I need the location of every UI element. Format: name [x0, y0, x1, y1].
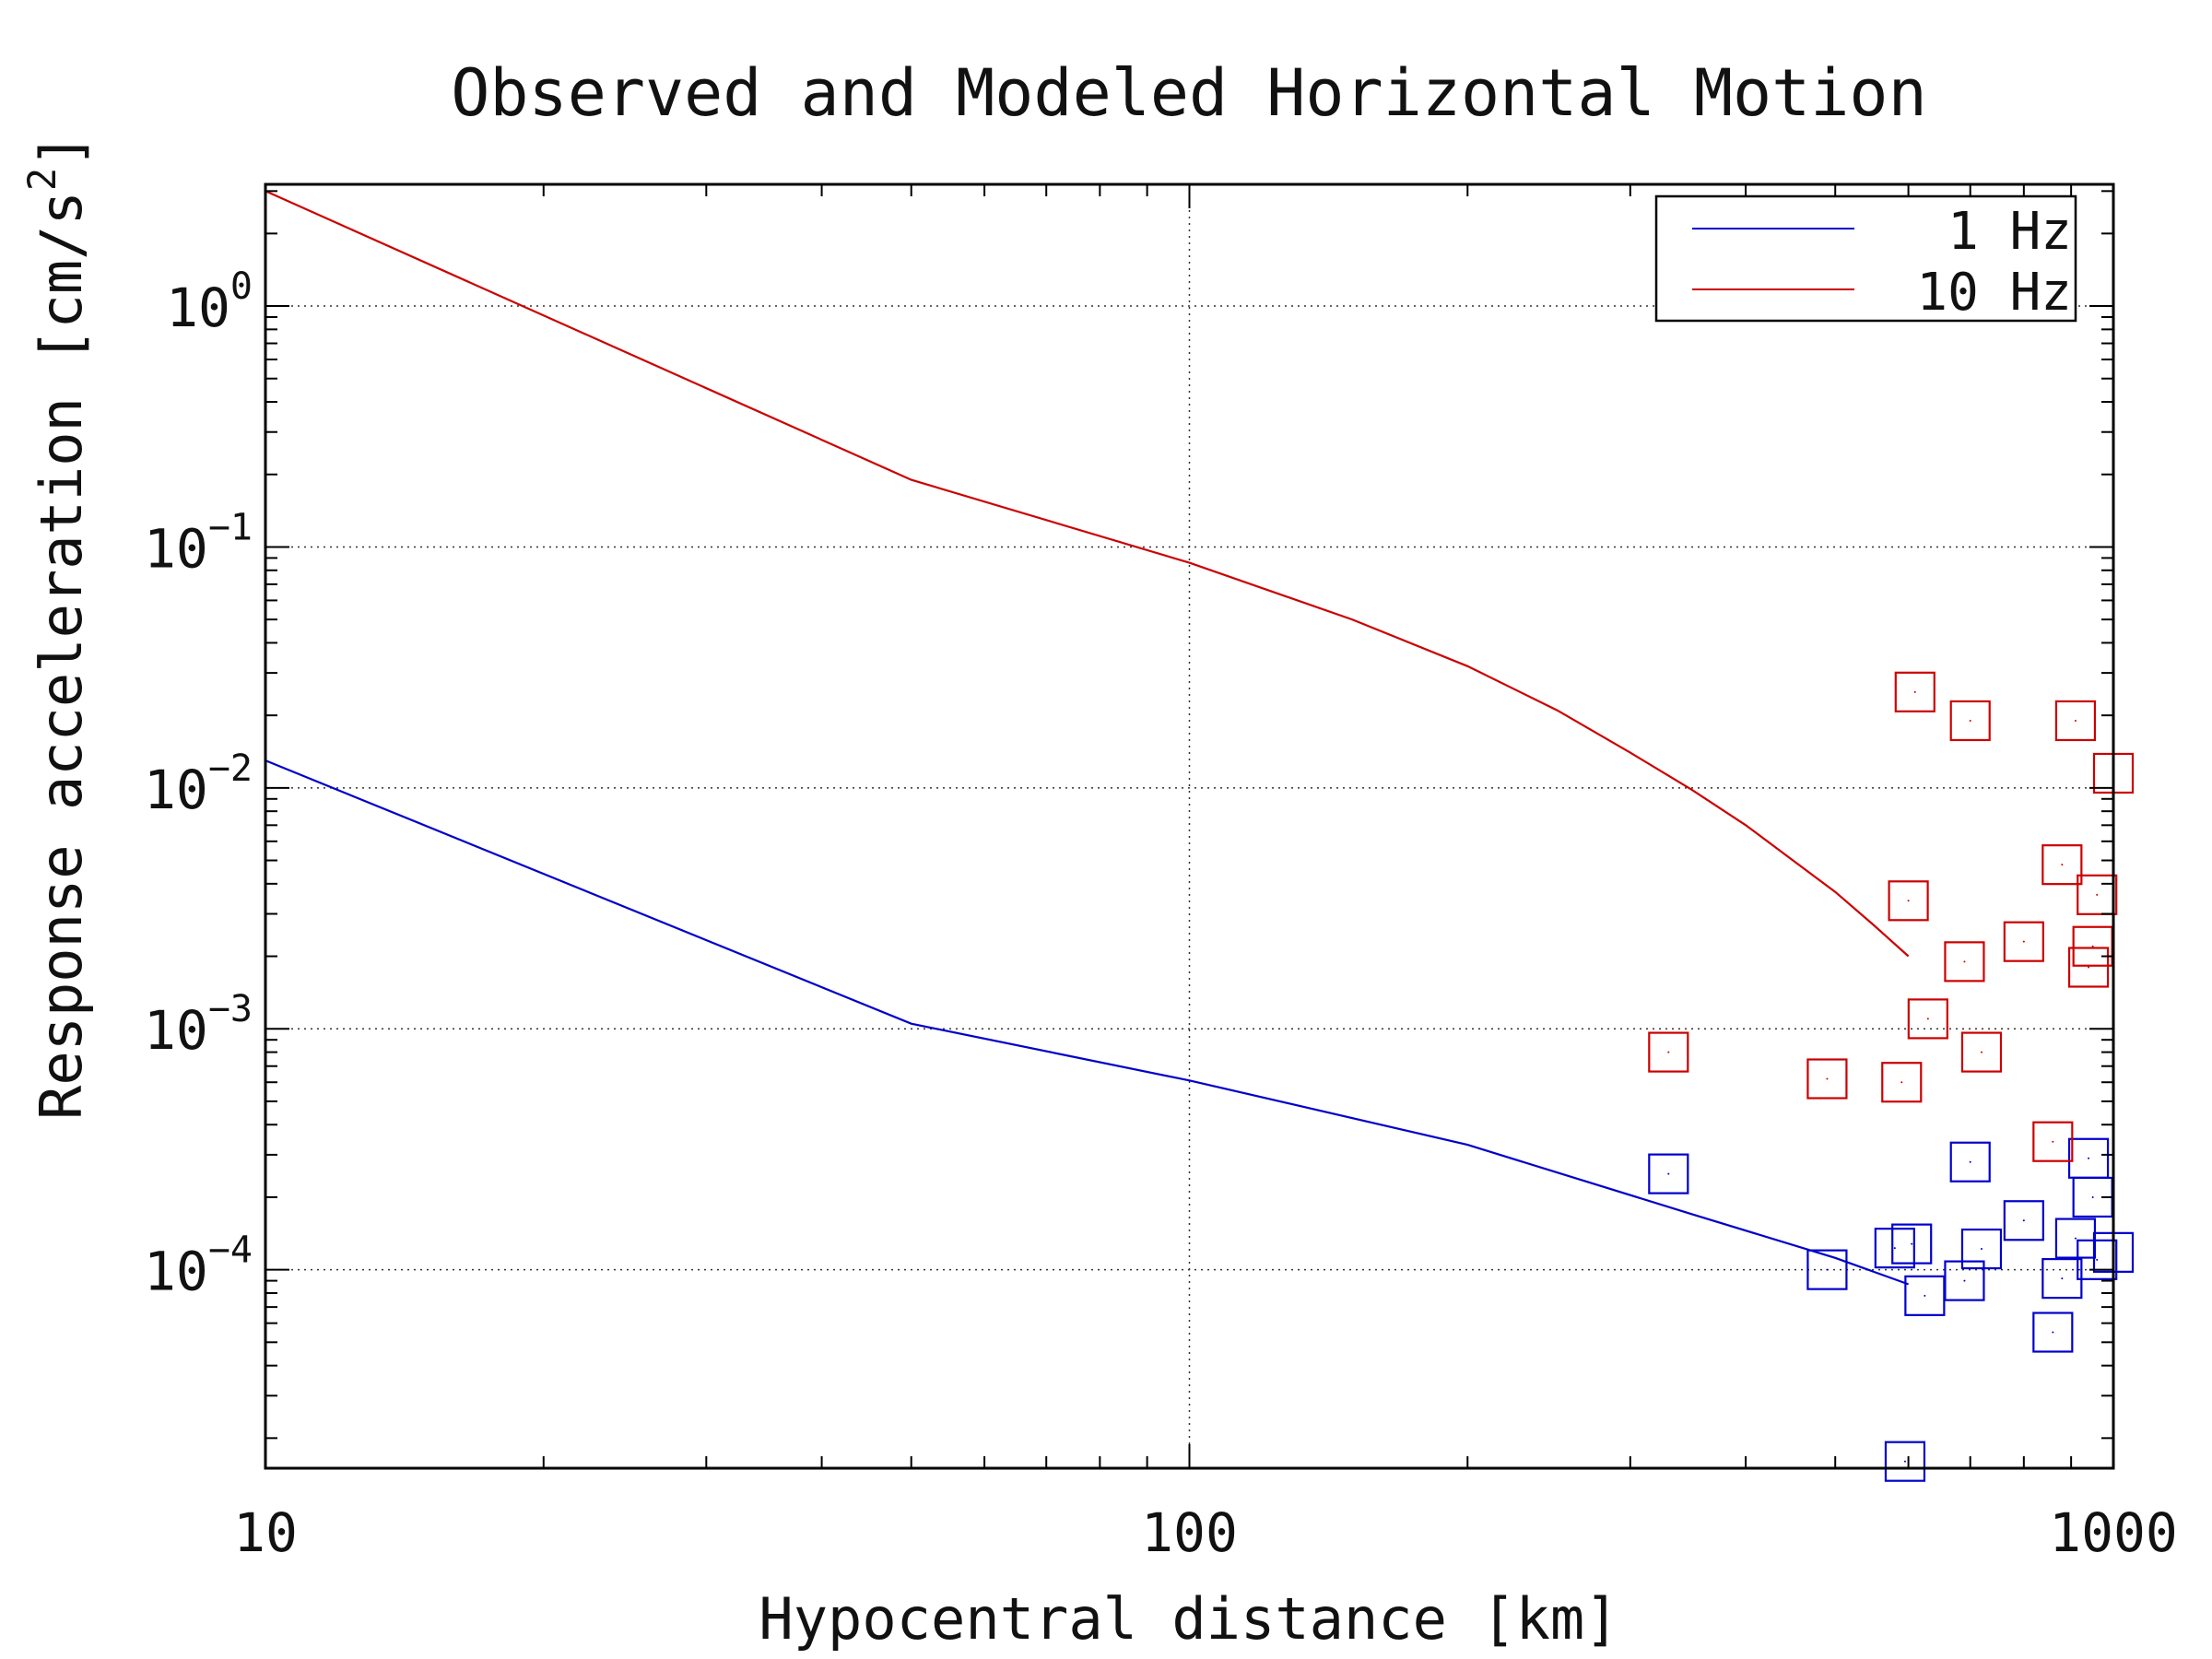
observed-center-dot — [1963, 960, 1966, 963]
observed-center-dot — [1907, 900, 1910, 902]
observed-center-dot — [1980, 1248, 1983, 1251]
observed-marker-10hz — [1960, 1031, 2003, 1073]
observed-marker-1hz — [2077, 1239, 2118, 1280]
observed-marker-1hz — [1648, 1153, 1689, 1194]
observed-center-dot — [1969, 719, 1971, 722]
y-axis-label-tail: ] — [28, 134, 95, 168]
legend-box — [1654, 194, 2077, 323]
observed-center-dot — [2074, 719, 2077, 722]
x-tick-label: 10 — [233, 1501, 298, 1564]
observed-marker-1hz — [1960, 1228, 2003, 1270]
legend: 1 Hz 10 Hz — [1654, 194, 2077, 323]
observed-marker-10hz — [2041, 844, 2083, 886]
observed-marker-1hz — [1874, 1228, 1915, 1269]
legend-label-1hz: 1 Hz — [1947, 202, 2072, 262]
y-axis-label-sup: 2 — [19, 168, 65, 191]
observed-marker-10hz — [1949, 700, 1991, 742]
observed-center-dot — [2022, 1219, 2025, 1222]
observed-center-dot — [1903, 1460, 1906, 1463]
grid-lines — [265, 184, 2113, 1468]
y-tick-label: 10−2 — [144, 747, 253, 821]
observed-center-dot — [2061, 864, 2064, 866]
chart-title: Observed and Modeled Horizontal Motion — [451, 55, 1926, 131]
y-tick-base: 10 — [166, 276, 230, 339]
observed-center-dot — [2091, 945, 2094, 947]
model-line-1hz — [265, 759, 1909, 1286]
observed-marker-10hz — [1907, 998, 1948, 1040]
observed-marker-10hz — [2067, 947, 2110, 988]
observed-marker-1hz — [2032, 1312, 2074, 1353]
observed-center-dot — [2061, 1277, 2064, 1280]
legend-label-10hz: 10 Hz — [1916, 263, 2072, 323]
model-line-10hz — [265, 190, 1910, 958]
y-axis-label-main: Response acceleration [cm/s — [28, 191, 95, 1120]
observed-center-dot — [2052, 1140, 2054, 1143]
y-tick-exponent: −3 — [208, 988, 253, 1030]
y-tick-exponent: 0 — [230, 265, 253, 308]
observed-center-dot — [1826, 1077, 1829, 1080]
observed-marker-10hz — [1648, 1031, 1689, 1073]
observed-center-dot — [1900, 1081, 1903, 1084]
x-tick-label: 100 — [1141, 1501, 1238, 1564]
observed-center-dot — [1913, 690, 1916, 693]
y-tick-base: 10 — [144, 1241, 208, 1303]
observed-center-dot — [1911, 1242, 1913, 1245]
x-axis-label: Hypocentral distance [km] — [759, 1585, 1618, 1653]
axes — [264, 182, 2115, 1470]
observed-marker-10hz — [1806, 1058, 1848, 1100]
observed-center-dot — [2022, 940, 2025, 943]
observed-marker-10hz — [2032, 1121, 2074, 1162]
observed-center-dot — [2091, 1195, 2094, 1198]
observed-center-dot — [1969, 1160, 1971, 1163]
observed-center-dot — [1980, 1051, 1983, 1053]
y-tick-base: 10 — [144, 759, 208, 821]
y-tick-base: 10 — [144, 517, 208, 580]
y-tick-exponent: −4 — [208, 1230, 253, 1272]
y-tick-exponent: −1 — [208, 506, 253, 548]
y-tick-label: 10−4 — [144, 1230, 253, 1303]
observed-center-dot — [1926, 1018, 1929, 1020]
y-tick-label: 10−1 — [144, 506, 253, 580]
observed-marker-1hz — [1884, 1441, 1926, 1482]
observed-center-dot — [1826, 1268, 1829, 1271]
observed-center-dot — [1667, 1051, 1670, 1053]
observed-center-dot — [2088, 1157, 2090, 1159]
observed-marker-10hz — [1944, 941, 1985, 982]
observed-center-dot — [1963, 1279, 1966, 1282]
y-tick-label: 100 — [166, 265, 253, 339]
x-tick-label: 1000 — [2049, 1501, 2178, 1564]
observed-center-dot — [2088, 966, 2090, 969]
observed-marker-10hz — [2003, 921, 2044, 962]
observed-center-dot — [1667, 1172, 1670, 1175]
observed-marker-1hz — [1944, 1260, 1985, 1301]
y-tick-exponent: −2 — [208, 747, 253, 790]
observed-marker-1hz — [2003, 1200, 2044, 1241]
observed-marker-10hz — [1881, 1062, 1923, 1103]
observed-center-dot — [2052, 1331, 2054, 1334]
observed-center-dot — [2096, 893, 2099, 896]
observed-marker-10hz — [1888, 880, 1929, 922]
y-tick-label: 10−3 — [144, 988, 253, 1062]
plot-series — [265, 190, 2135, 1482]
observed-marker-10hz — [2054, 700, 2097, 742]
observed-center-dot — [2074, 1237, 2077, 1240]
observed-center-dot — [1893, 1247, 1896, 1250]
observed-marker-10hz — [2077, 874, 2118, 915]
observed-marker-1hz — [1806, 1249, 1848, 1290]
observed-center-dot — [1924, 1294, 1926, 1297]
y-tick-base: 10 — [144, 999, 208, 1062]
observed-marker-1hz — [1949, 1141, 1991, 1182]
observed-marker-10hz — [1894, 671, 1936, 712]
observed-center-dot — [2096, 1258, 2099, 1261]
observed-marker-1hz — [1891, 1223, 1933, 1265]
y-axis-label: Response acceleration [cm/s2] — [19, 134, 95, 1120]
